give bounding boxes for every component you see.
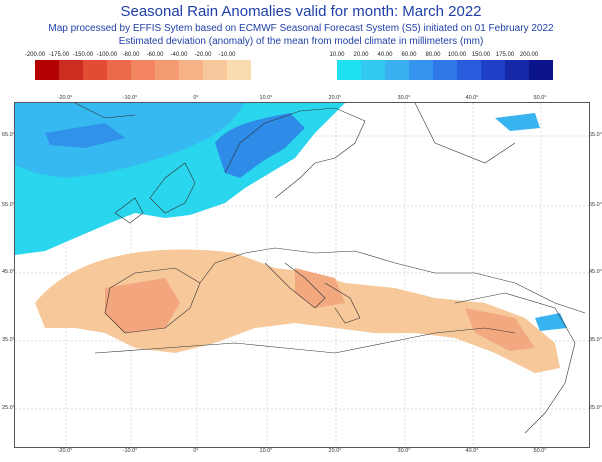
legend-label: -150.00 [72,52,94,58]
lon-tick-top: 40.0° [465,95,479,101]
legend-label: 10.00 [329,52,345,58]
legend-label: -200.00 [24,52,46,58]
legend-label: 200.00 [519,52,539,58]
lon-tick-bottom: 40.0° [465,448,479,454]
lon-tick-bottom: -10.0° [122,448,138,454]
legend-label: 100.00 [447,52,467,58]
lat-tick-left: 25.0° [2,405,15,411]
lat-tick-left: 65.0° [2,132,15,138]
legend-label: 60.00 [401,52,417,58]
legend-label: -40.00 [170,52,188,58]
wet-anomaly-region [15,103,567,331]
legend-label: -175.00 [48,52,70,58]
legend-swatch: 175.00 [496,52,529,80]
legend-swatch: -80.00 [122,52,155,80]
legend-swatch: 80.00 [425,52,457,80]
legend-swatch: -150.00 [73,52,107,80]
lat-tick-left: 35.0° [2,337,15,343]
legend-label: 175.00 [495,52,515,58]
legend-label: 80.00 [425,52,441,58]
legend-swatch: 10.00 [329,52,361,80]
lat-tick-right: 55.0° [589,202,602,208]
legend-wet: 10.00 20.00 40.00 60.00 80.00 100.00 150.00 175… [329,52,553,80]
lon-tick-top: -10.0° [122,95,138,101]
lon-tick-top: 10.0° [259,95,273,101]
legend-swatch: -200.00 [25,52,59,80]
legend-label: -100.00 [96,52,118,58]
lon-tick-bottom: 30.0° [397,448,411,454]
legend-swatch: 60.00 [401,52,433,80]
legend-swatch: -60.00 [146,52,179,80]
anomaly-map [14,102,590,448]
legend-label: 20.00 [353,52,369,58]
lat-tick-right: 35.0° [589,337,602,343]
lat-tick-left: 55.0° [2,202,15,208]
legend-swatch: 200.00 [520,52,553,80]
legend-swatch: 40.00 [377,52,409,80]
legend-label: 40.00 [377,52,393,58]
map-subtitle-processing: Map processed by EFFIS Sytem based on EC… [48,23,554,34]
legend-swatch: 100.00 [448,52,481,80]
legend-swatch: 20.00 [353,52,385,80]
map-subtitle-units: Estimated deviation (anomaly) of the mea… [118,36,484,47]
legend-swatch: 150.00 [472,52,505,80]
lon-tick-top: 20.0° [328,95,342,101]
legend-swatch: -40.00 [170,52,203,80]
legend-swatch: -10.00 [218,52,251,80]
lon-tick-bottom: 10.0° [259,448,273,454]
legend-swatch: -100.00 [97,52,131,80]
lat-tick-right: 25.0° [589,405,602,411]
lon-tick-bottom: 50.0° [533,448,547,454]
lon-tick-bottom: -20.0° [57,448,73,454]
map-canvas [15,102,589,447]
lat-tick-left: 45.0° [2,269,15,275]
lon-tick-top: 30.0° [397,95,411,101]
legend-swatch: -20.00 [194,52,227,80]
lon-tick-bottom: 0° [193,448,199,454]
legend-swatch: -175.00 [49,52,83,80]
lat-tick-right: 65.0° [589,132,602,138]
lon-tick-top: 50.0° [533,95,547,101]
legend-label: -20.00 [194,52,212,58]
lon-tick-top: -20.0° [57,95,73,101]
legend-label: -60.00 [146,52,164,58]
lat-tick-right: 45.0° [589,269,602,275]
lon-tick-top: 0° [193,95,199,101]
lon-tick-bottom: 20.0° [328,448,342,454]
legend-dry: -200.00 -175.00 -150.00 -100.00 -80.00 -60.00… [25,52,251,80]
coastlines [74,102,586,434]
legend-label: -10.00 [218,52,236,58]
dry-anomaly-region [35,249,560,373]
legend-label: -80.00 [122,52,140,58]
map-title: Seasonal Rain Anomalies valid for month:… [120,3,482,20]
legend-label: 150.00 [471,52,491,58]
